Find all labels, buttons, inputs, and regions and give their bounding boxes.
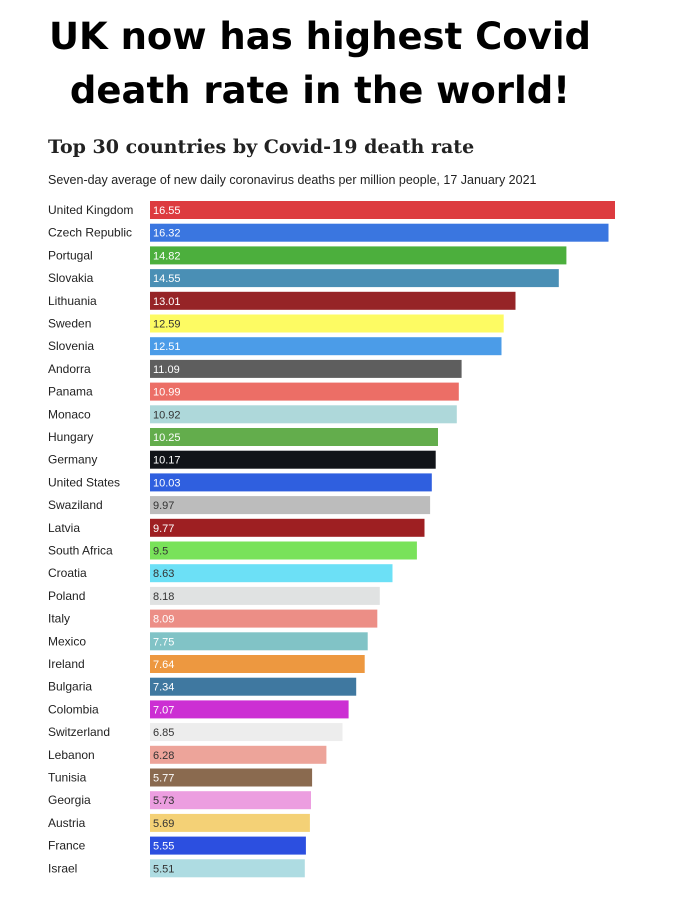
bar (150, 291, 516, 310)
category-label: Georgia (48, 793, 91, 807)
category-label: Portugal (48, 248, 93, 262)
category-label: Latvia (48, 521, 80, 535)
value-label: 13.01 (153, 296, 181, 308)
bar (150, 836, 306, 855)
value-label: 8.09 (153, 614, 174, 626)
category-label: Austria (48, 816, 86, 830)
bar (150, 723, 343, 742)
category-label: Colombia (48, 702, 99, 716)
bar (150, 428, 438, 446)
bar (150, 518, 425, 537)
category-label: United Kingdom (48, 203, 133, 217)
category-label: Lithuania (48, 294, 97, 308)
value-label: 9.97 (153, 500, 174, 512)
category-label: Hungary (48, 430, 93, 444)
value-label: 10.99 (153, 387, 181, 399)
value-label: 5.69 (153, 818, 174, 830)
bar (150, 382, 459, 401)
bar (150, 655, 365, 673)
category-label: Ireland (48, 657, 85, 671)
value-label: 7.34 (153, 682, 174, 694)
value-label: 6.28 (153, 750, 174, 762)
value-label: 10.03 (153, 477, 181, 489)
category-label: Sweden (48, 317, 91, 331)
bar (150, 337, 502, 356)
category-label: United States (48, 475, 120, 489)
bar (150, 473, 432, 492)
value-label: 12.51 (153, 341, 181, 353)
category-label: Switzerland (48, 725, 110, 739)
bar (150, 359, 462, 378)
value-label: 11.09 (153, 364, 180, 376)
value-label: 16.32 (153, 228, 181, 240)
category-label: France (48, 839, 86, 853)
category-label: Andorra (48, 362, 91, 376)
value-label: 5.51 (153, 863, 174, 875)
category-label: Slovenia (48, 339, 94, 353)
bar (150, 496, 431, 515)
category-label: Mexico (48, 634, 86, 648)
bar (150, 201, 615, 219)
headline-line-2: death rate in the world! (69, 69, 571, 112)
bar (150, 564, 393, 583)
category-label: Czech Republic (48, 226, 132, 240)
bar (150, 269, 559, 288)
value-label: 7.64 (153, 659, 174, 671)
value-label: 8.18 (153, 591, 174, 603)
value-label: 10.25 (153, 432, 181, 444)
value-label: 12.59 (153, 319, 181, 331)
category-label: Bulgaria (48, 680, 92, 694)
category-label: Slovakia (48, 271, 94, 285)
value-label: 6.85 (153, 727, 174, 739)
bar (150, 586, 380, 605)
value-label: 9.5 (153, 546, 168, 558)
category-label: Panama (48, 385, 93, 399)
category-label: Israel (48, 861, 77, 875)
category-label: Poland (48, 589, 85, 603)
bar (150, 450, 436, 469)
category-label: Swaziland (48, 498, 103, 512)
bar (150, 677, 357, 696)
bar (150, 768, 313, 787)
value-label: 14.82 (153, 250, 181, 262)
bar (150, 609, 378, 628)
value-label: 14.55 (153, 273, 181, 285)
chart-subtitle: Seven-day average of new daily coronavir… (48, 173, 537, 187)
bar (150, 813, 310, 832)
value-label: 16.55 (153, 205, 181, 217)
category-label: Germany (48, 453, 97, 467)
category-label: Lebanon (48, 748, 95, 762)
bar (150, 246, 567, 265)
bar (150, 405, 457, 424)
value-label: 10.92 (153, 409, 181, 421)
bar (150, 791, 311, 810)
bar (150, 223, 609, 242)
category-label: Croatia (48, 566, 87, 580)
value-label: 10.17 (153, 455, 181, 467)
headline-line-1: UK now has highest Covid (48, 15, 592, 58)
bar (150, 745, 327, 764)
bar (150, 700, 349, 719)
category-label: South Africa (48, 544, 113, 558)
category-label: Italy (48, 612, 70, 626)
value-label: 5.77 (153, 773, 174, 785)
value-label: 5.73 (153, 795, 174, 807)
value-label: 9.77 (153, 523, 174, 535)
value-label: 5.55 (153, 841, 174, 853)
chart-title: Top 30 countries by Covid-19 death rate (48, 136, 475, 158)
value-label: 7.75 (153, 636, 174, 648)
value-label: 7.07 (153, 704, 174, 716)
headline: UK now has highest Covid death rate in t… (0, 10, 640, 118)
bar (150, 541, 417, 560)
category-label: Tunisia (48, 771, 87, 785)
bar (150, 859, 305, 878)
bar (150, 314, 504, 333)
category-label: Monaco (48, 407, 91, 421)
value-label: 8.63 (153, 568, 174, 580)
bar (150, 632, 368, 651)
